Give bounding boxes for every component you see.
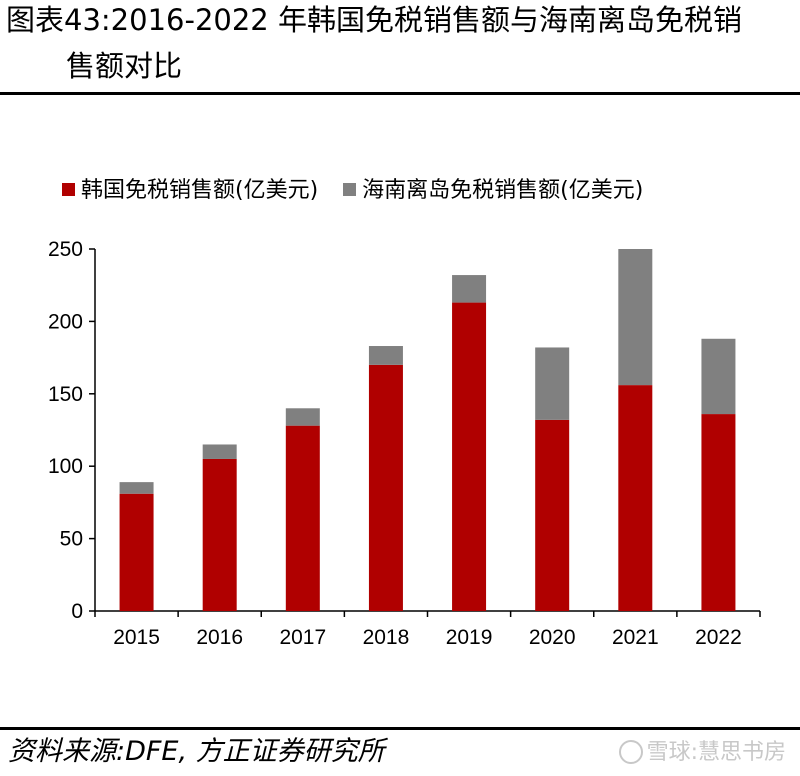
watermark-text: 雪球:慧思书房 <box>646 740 786 765</box>
legend-label-korea: 韩国免税销售额(亿美元) <box>81 178 319 203</box>
legend-item-hainan: 海南离岛免税销售额(亿美元) <box>343 176 643 206</box>
legend-swatch-hainan <box>343 183 357 196</box>
chart-title-line2: 售额对比 <box>66 49 183 83</box>
x-tick-label: 2017 <box>279 626 326 649</box>
y-tick-label: 250 <box>48 238 83 261</box>
bar-hainan <box>119 482 154 494</box>
bottom-rule <box>0 727 800 730</box>
bar-hainan <box>368 346 403 365</box>
bar-korea <box>285 425 320 611</box>
legend-label-hainan: 海南离岛免税销售额(亿美元) <box>362 178 644 203</box>
y-tick-label: 150 <box>48 383 83 406</box>
legend: 韩国免税销售额(亿美元) 海南离岛免税销售额(亿美元) <box>62 176 661 206</box>
y-tick-label: 200 <box>48 310 83 333</box>
x-tick-label: 2022 <box>695 626 742 649</box>
bar-hainan <box>701 338 736 415</box>
bar-korea <box>618 385 653 611</box>
snowball-logo-icon <box>618 740 643 764</box>
x-tick-label: 2016 <box>196 626 243 649</box>
source-note: 资料来源:DFE, 方正证券研究所 <box>8 736 385 767</box>
chart-title-line1: 图表43:2016-2022 年韩国免税销售额与海南离岛免税销 <box>6 3 742 37</box>
bar-korea <box>701 414 736 611</box>
legend-item-korea: 韩国免税销售额(亿美元) <box>62 176 318 206</box>
y-tick-label: 50 <box>60 528 83 551</box>
bar-korea <box>119 493 154 611</box>
bar-hainan <box>285 408 320 426</box>
watermark: 雪球:慧思书房 <box>618 738 786 768</box>
bar-korea <box>535 419 570 611</box>
y-tick-label: 0 <box>71 600 83 623</box>
bar-hainan <box>452 275 487 303</box>
x-tick-label: 2021 <box>612 626 659 649</box>
bar-hainan <box>618 249 653 386</box>
y-tick-label: 100 <box>48 455 83 478</box>
x-tick-label: 2020 <box>529 626 576 649</box>
bar-korea <box>202 458 237 611</box>
legend-swatch-korea <box>62 183 75 196</box>
bar-korea <box>452 302 487 611</box>
x-tick-label: 2015 <box>113 626 160 649</box>
bar-hainan <box>202 444 237 459</box>
x-tick-label: 2018 <box>363 626 410 649</box>
top-rule <box>0 92 800 95</box>
x-tick-label: 2019 <box>446 626 493 649</box>
bar-hainan <box>535 347 570 420</box>
bar-korea <box>368 364 403 611</box>
